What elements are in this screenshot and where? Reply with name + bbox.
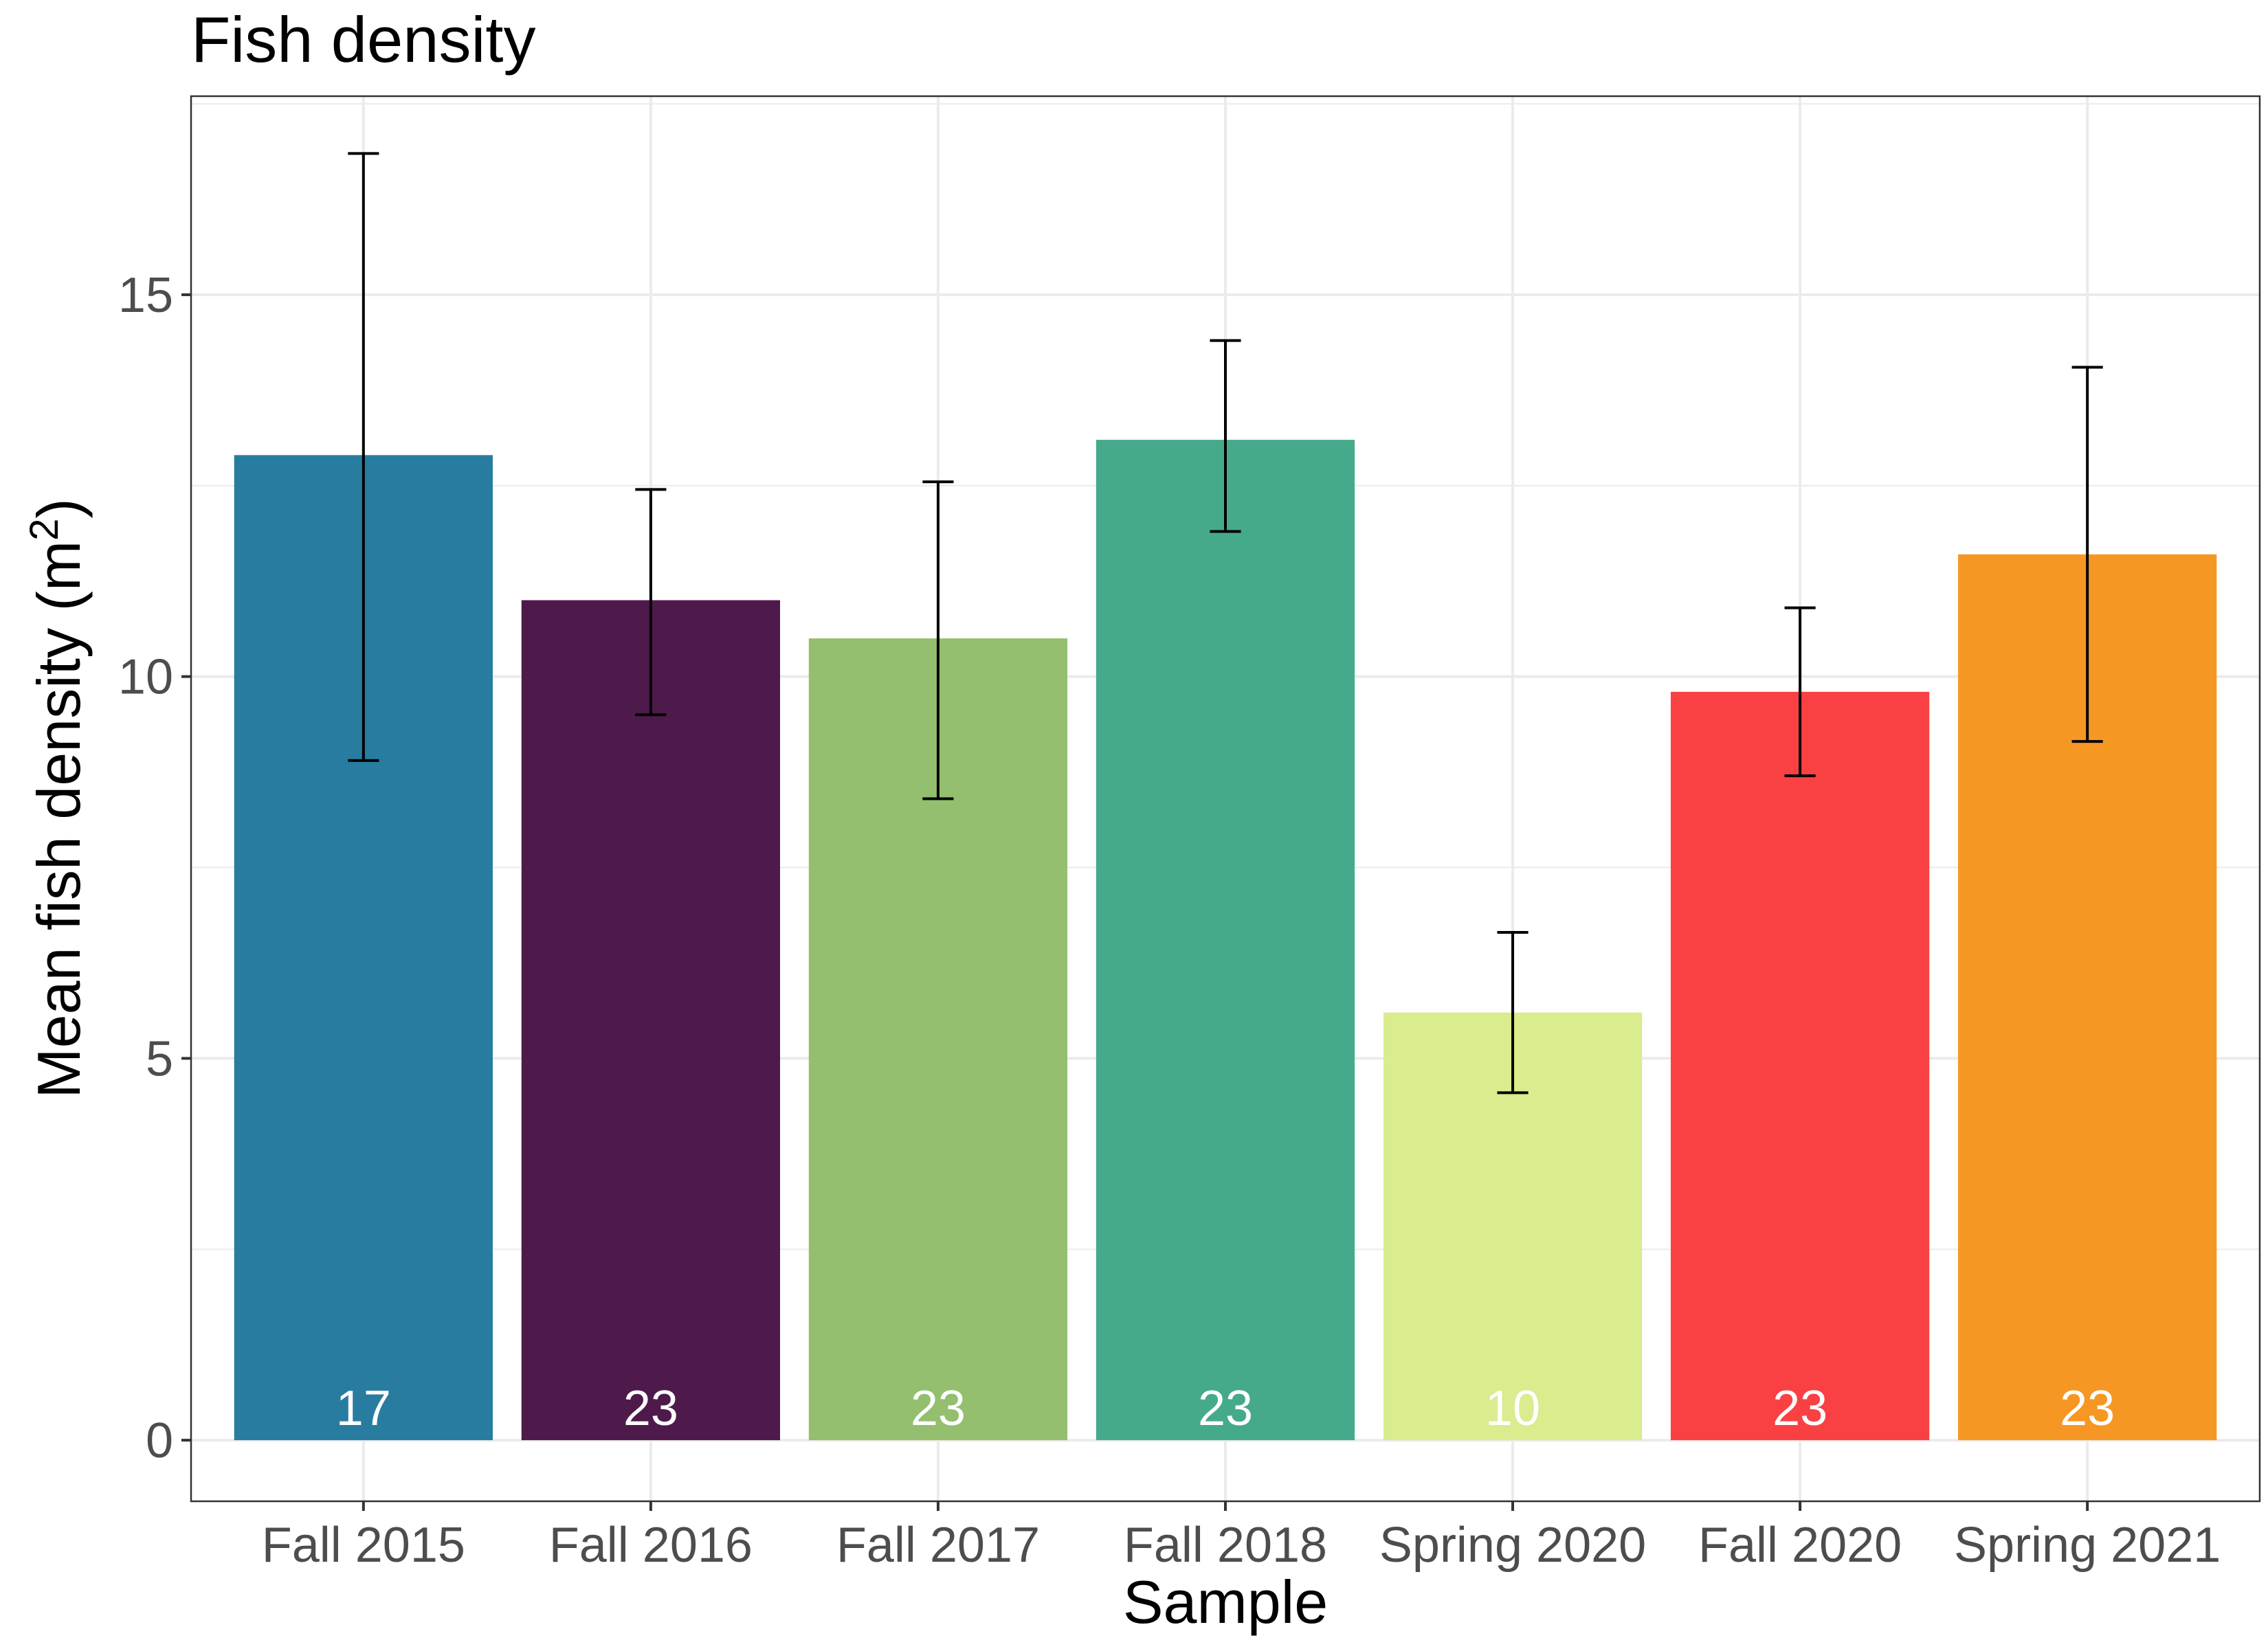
count-label: 23 [2060,1381,2115,1436]
error-bar [1210,339,1241,533]
error-bar [1784,606,1816,778]
y-tick-label: 15 [118,268,173,323]
error-bar [2071,366,2103,743]
y-tick-label: 0 [146,1413,173,1468]
y-axis-title-superscript: 2 [22,519,67,541]
error-bar [1497,930,1528,1095]
x-tick-label: Fall 2016 [549,1518,753,1573]
count-label: 17 [336,1381,391,1436]
x-tick-label: Spring 2020 [1379,1518,1646,1573]
bar [1670,691,1930,1441]
x-tick-label: Fall 2018 [1124,1518,1327,1573]
x-tick-label: Fall 2015 [262,1518,465,1573]
count-label: 10 [1485,1381,1540,1436]
y-tick-label: 10 [118,650,173,705]
count-labels: 17 23 23 23 10 23 23 [336,1381,2115,1436]
error-bar [348,152,379,762]
bars [234,440,2217,1441]
bar [1096,440,1355,1441]
count-label: 23 [911,1381,966,1436]
x-axis-title: Sample [1123,1568,1328,1636]
y-axis-title: Mean fish density (m2) [22,498,93,1098]
y-axis-title-main: Mean fish density (m [25,541,93,1099]
bar [521,600,781,1441]
error-bars [348,152,2103,1095]
error-bar [922,480,954,800]
count-label: 23 [1772,1381,1827,1436]
x-axis-ticks: Fall 2015 Fall 2016 Fall 2017 Fall 2018 Spri… [262,1501,2221,1573]
count-label: 23 [623,1381,678,1436]
y-axis-title-close: ) [25,498,93,518]
x-tick-label: Fall 2017 [836,1518,1040,1573]
error-bar [635,488,667,717]
x-tick-label: Spring 2021 [1954,1518,2221,1573]
y-tick-label: 5 [146,1031,173,1086]
count-label: 23 [1198,1381,1253,1436]
y-axis-ticks: 0 5 10 15 [118,268,191,1468]
x-tick-label: Fall 2020 [1698,1518,1902,1573]
chart-title: Fish density [191,3,536,76]
